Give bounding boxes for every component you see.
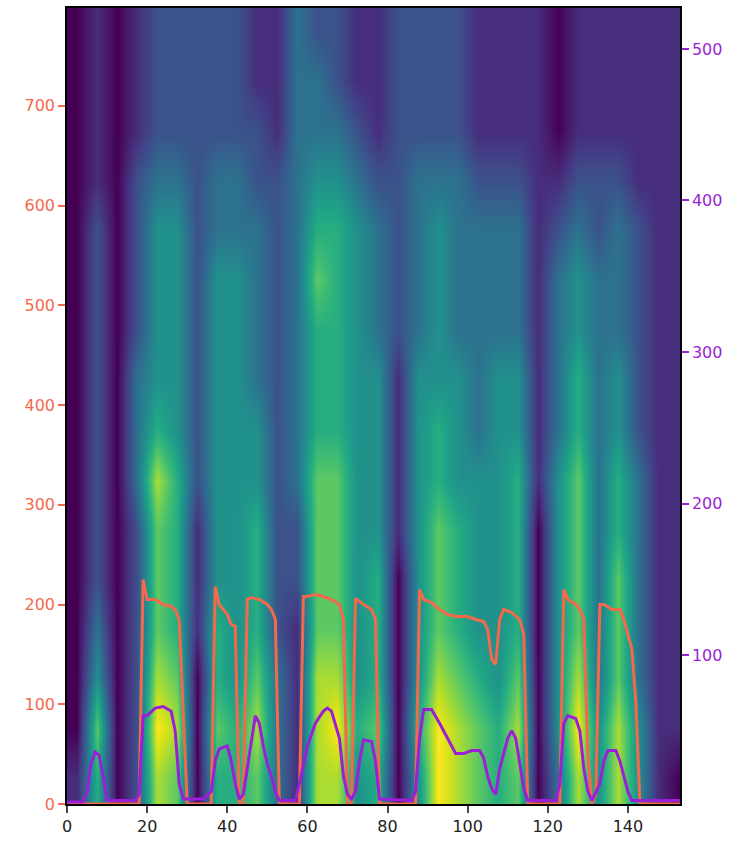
svg-text:700: 700 [25,96,56,115]
svg-text:100: 100 [25,695,56,714]
svg-text:600: 600 [25,196,56,215]
svg-text:100: 100 [452,817,483,836]
svg-text:400: 400 [25,396,56,415]
svg-text:100: 100 [692,646,723,665]
svg-text:400: 400 [692,191,723,210]
svg-text:20: 20 [137,817,157,836]
svg-text:500: 500 [692,40,723,59]
svg-text:200: 200 [692,494,723,513]
svg-text:0: 0 [62,817,72,836]
svg-text:60: 60 [297,817,317,836]
svg-text:500: 500 [25,296,56,315]
svg-text:300: 300 [692,343,723,362]
svg-text:140: 140 [613,817,644,836]
svg-text:0: 0 [45,795,55,814]
svg-text:40: 40 [217,817,237,836]
svg-text:120: 120 [533,817,564,836]
svg-text:80: 80 [377,817,397,836]
svg-text:200: 200 [25,595,56,614]
svg-text:300: 300 [25,495,56,514]
